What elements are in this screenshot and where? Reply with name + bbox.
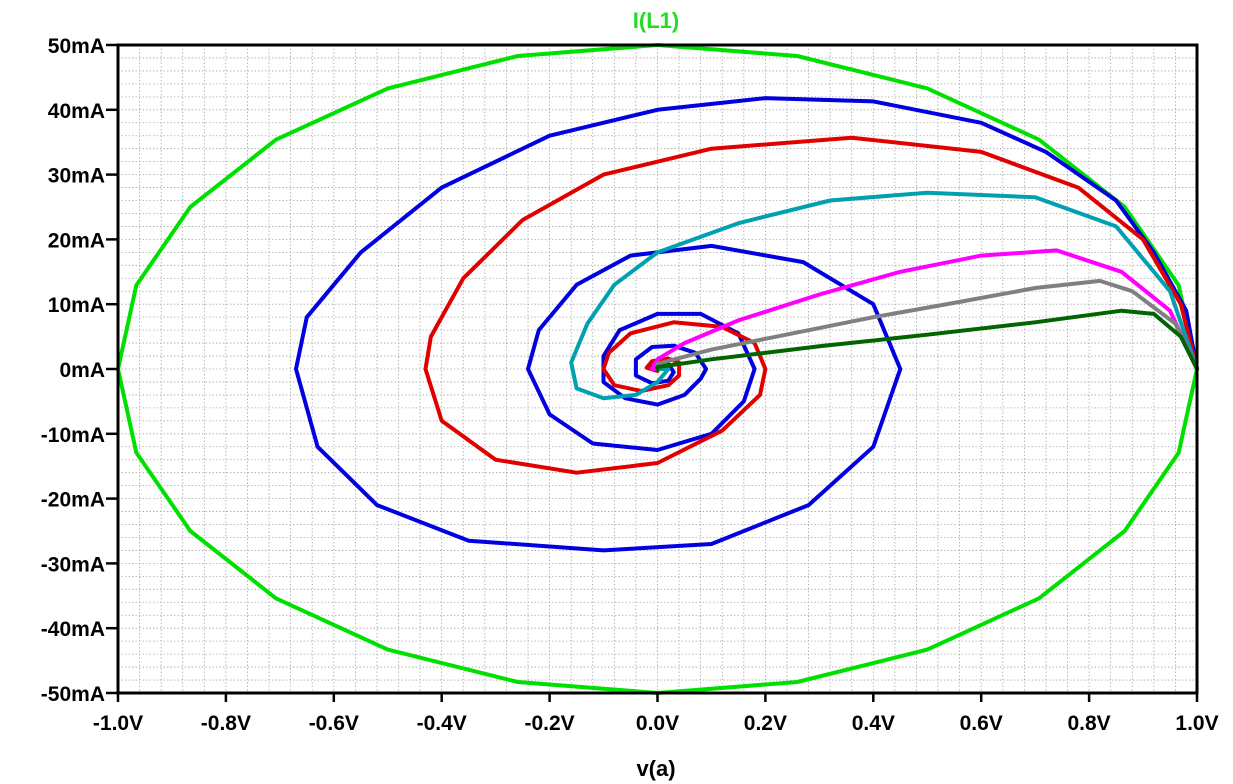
y-tick-label: 10mA	[48, 294, 105, 317]
y-tick-label: -50mA	[41, 683, 105, 706]
y-tick-label: -10mA	[41, 424, 105, 447]
x-tick-label: -0.8V	[201, 712, 251, 735]
x-tick-label: -0.4V	[417, 712, 467, 735]
y-tick-label: -40mA	[41, 618, 105, 641]
series-line-2	[294, 96, 1199, 553]
y-tick-label: 40mA	[48, 100, 105, 123]
x-tick-label: 1.0V	[1175, 712, 1218, 735]
x-tick-label: -0.2V	[524, 712, 574, 735]
x-tick-label: 0.2V	[744, 712, 787, 735]
x-tick-label: -0.6V	[309, 712, 359, 735]
x-tick-label: 0.6V	[960, 712, 1003, 735]
series-line-5	[650, 248, 1199, 371]
series-line-3	[423, 135, 1199, 475]
y-tick-label: 50mA	[48, 35, 105, 58]
y-tick-label: -20mA	[41, 489, 105, 512]
y-axis-ticks: 50mA 40mA 30mA 20mA 10mA 0mA -10mA -20mA -30mA -4…	[41, 35, 118, 706]
series-line-4	[569, 190, 1199, 401]
series-line-6	[655, 278, 1199, 371]
y-tick-label: -30mA	[41, 553, 105, 576]
x-axis-label: v(a)	[636, 756, 675, 781]
chart-title: I(L1)	[633, 8, 679, 33]
x-tick-label: 0.4V	[852, 712, 895, 735]
series-line-7	[655, 308, 1199, 371]
x-tick-label: -1.0V	[93, 712, 143, 735]
y-tick-label: 30mA	[48, 165, 105, 188]
grid-lines	[118, 45, 1197, 693]
x-tick-label: 0.8V	[1067, 712, 1110, 735]
y-tick-label: 0mA	[59, 359, 105, 382]
x-axis-ticks: -1.0V -0.8V -0.6V -0.4V -0.2V 0.0V 0.2V 0.4V 0.6…	[93, 693, 1219, 735]
y-tick-label: 20mA	[48, 229, 105, 252]
x-tick-label: 0.0V	[636, 712, 679, 735]
